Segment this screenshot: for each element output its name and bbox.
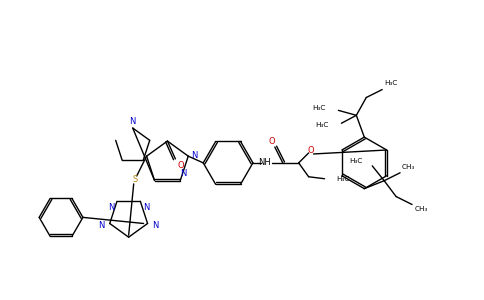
Text: H₃C: H₃C [349,158,363,164]
Text: H₃C: H₃C [312,105,326,111]
Text: N: N [152,221,159,230]
Text: O: O [177,161,183,170]
Text: N: N [108,203,114,212]
Text: H₃C: H₃C [315,122,329,128]
Text: N: N [180,169,186,178]
Text: N: N [191,151,197,160]
Text: N: N [130,117,136,126]
Text: O: O [269,136,275,146]
Text: H₃C: H₃C [336,176,350,182]
Text: CH₃: CH₃ [402,164,415,170]
Text: O: O [307,146,314,155]
Text: NH: NH [258,158,271,167]
Text: S: S [132,176,137,184]
Text: H₃C: H₃C [384,80,397,85]
Text: N: N [143,203,150,212]
Text: N: N [99,221,105,230]
Text: CH₃: CH₃ [415,206,428,212]
